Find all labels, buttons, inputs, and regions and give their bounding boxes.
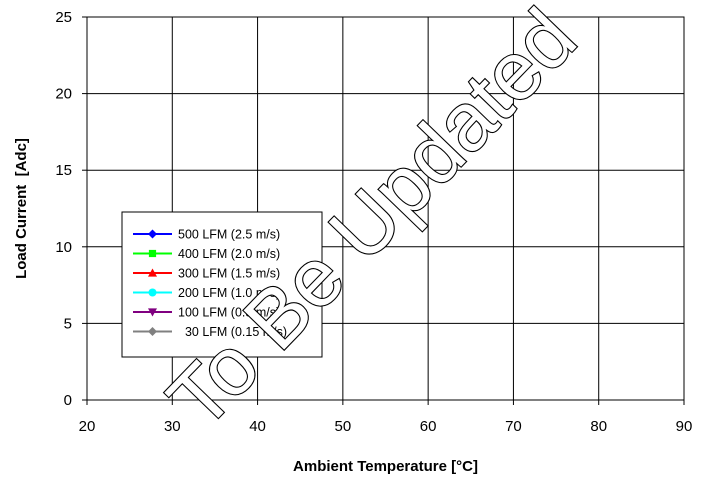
y-axis-title: Load Current [Adc] (13, 138, 30, 279)
legend-marker (148, 268, 157, 277)
legend-item: 200 LFM (1.0 m/s) (133, 286, 280, 300)
legend: 500 LFM (2.5 m/s) 400 LFM (2.0 m/s) 300 LF… (121, 211, 323, 358)
x-axis-ticks: 20 30 40 50 60 70 80 90 (79, 400, 693, 435)
y-tick-label: 5 (64, 315, 72, 332)
plot-area (86, 16, 685, 401)
x-tick-label: 40 (249, 418, 266, 435)
legend-marker (148, 327, 157, 336)
x-tick-label: 70 (505, 418, 522, 435)
y-tick-label: 20 (55, 86, 72, 103)
legend-item: 400 LFM (2.0 m/s) (133, 247, 280, 261)
legend-marker (148, 288, 157, 297)
legend-item: 500 LFM (2.5 m/s) (133, 228, 280, 242)
legend-label: 30 LFM (0.15 m/s) (178, 325, 287, 339)
legend-item: 300 LFM (1.5 m/s) (133, 267, 280, 281)
x-tick-label: 30 (164, 418, 181, 435)
legend-label: 500 LFM (2.5 m/s) (178, 228, 280, 242)
legend-label: 200 LFM (1.0 m/s) (178, 286, 280, 300)
legend-marker (148, 229, 157, 239)
x-tick-label: 80 (590, 418, 607, 435)
y-tick-label: 15 (55, 162, 72, 179)
x-axis-title: Ambient Temperature [°C] (293, 458, 478, 475)
legend-item: 30 LFM (0.15 m/s) (133, 325, 287, 339)
legend-label: 300 LFM (1.5 m/s) (178, 267, 280, 281)
x-tick-label: 20 (79, 418, 96, 435)
y-tick-label: 0 (64, 392, 72, 409)
x-tick-label: 60 (420, 418, 437, 435)
y-tick-label: 10 (55, 239, 72, 256)
x-tick-label: 50 (335, 418, 352, 435)
y-axis-ticks: 0 5 10 15 20 25 (55, 9, 87, 409)
y-tick-label: 25 (55, 9, 72, 26)
legend-label: 400 LFM (2.0 m/s) (178, 247, 280, 261)
legend-item: 100 LFM (0.5 m/s) (133, 306, 280, 320)
x-tick-label: 90 (676, 418, 693, 435)
legend-label: 100 LFM (0.5 m/s) (178, 306, 280, 320)
legend-marker (148, 249, 157, 258)
legend-marker (148, 308, 157, 317)
